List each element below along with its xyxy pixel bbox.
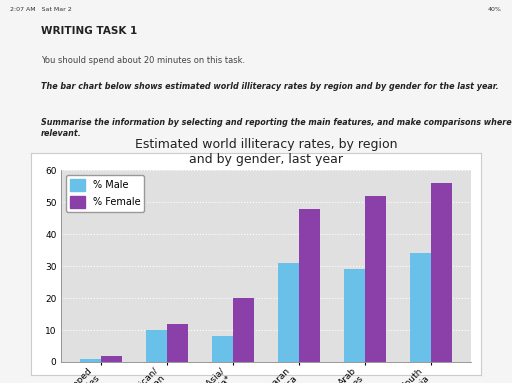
Bar — [212, 336, 233, 362]
Text: 2:07 AM   Sat Mar 2: 2:07 AM Sat Mar 2 — [10, 7, 72, 12]
Text: The bar chart below shows estimated world illiteracy rates by region and by gend: The bar chart below shows estimated worl… — [41, 82, 499, 90]
Bar — [365, 196, 387, 362]
Bar — [80, 359, 101, 362]
Text: 40%: 40% — [488, 7, 502, 12]
Text: You should spend about 20 minutes on this task.: You should spend about 20 minutes on thi… — [41, 56, 245, 65]
Bar — [167, 324, 188, 362]
Bar — [101, 355, 122, 362]
Text: WRITING TASK 1: WRITING TASK 1 — [41, 26, 137, 36]
Text: Summarise the information by selecting and reporting the main features, and make: Summarise the information by selecting a… — [41, 118, 511, 137]
Bar — [299, 209, 321, 362]
Bar — [233, 298, 254, 362]
Title: Estimated world illiteracy rates, by region
and by gender, last year: Estimated world illiteracy rates, by reg… — [135, 139, 397, 167]
Bar — [278, 263, 299, 362]
Legend: % Male, % Female: % Male, % Female — [66, 175, 144, 212]
Bar — [146, 330, 167, 362]
Bar — [410, 254, 431, 362]
Text: You should write at least 150 words.: You should write at least 150 words. — [41, 155, 186, 164]
Bar — [344, 269, 365, 362]
Bar — [431, 183, 453, 362]
